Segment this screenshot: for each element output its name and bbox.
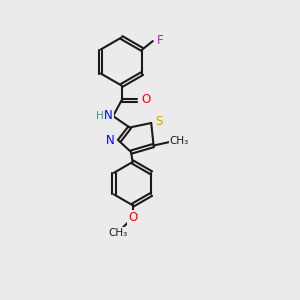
Text: CH₃: CH₃ [108, 228, 127, 238]
Text: F: F [157, 34, 164, 47]
Text: O: O [142, 93, 151, 106]
Text: CH₃: CH₃ [169, 136, 189, 146]
Text: N: N [106, 134, 115, 148]
Text: N: N [104, 109, 113, 122]
Text: S: S [155, 115, 162, 128]
Text: H: H [96, 111, 104, 121]
Text: O: O [128, 211, 137, 224]
